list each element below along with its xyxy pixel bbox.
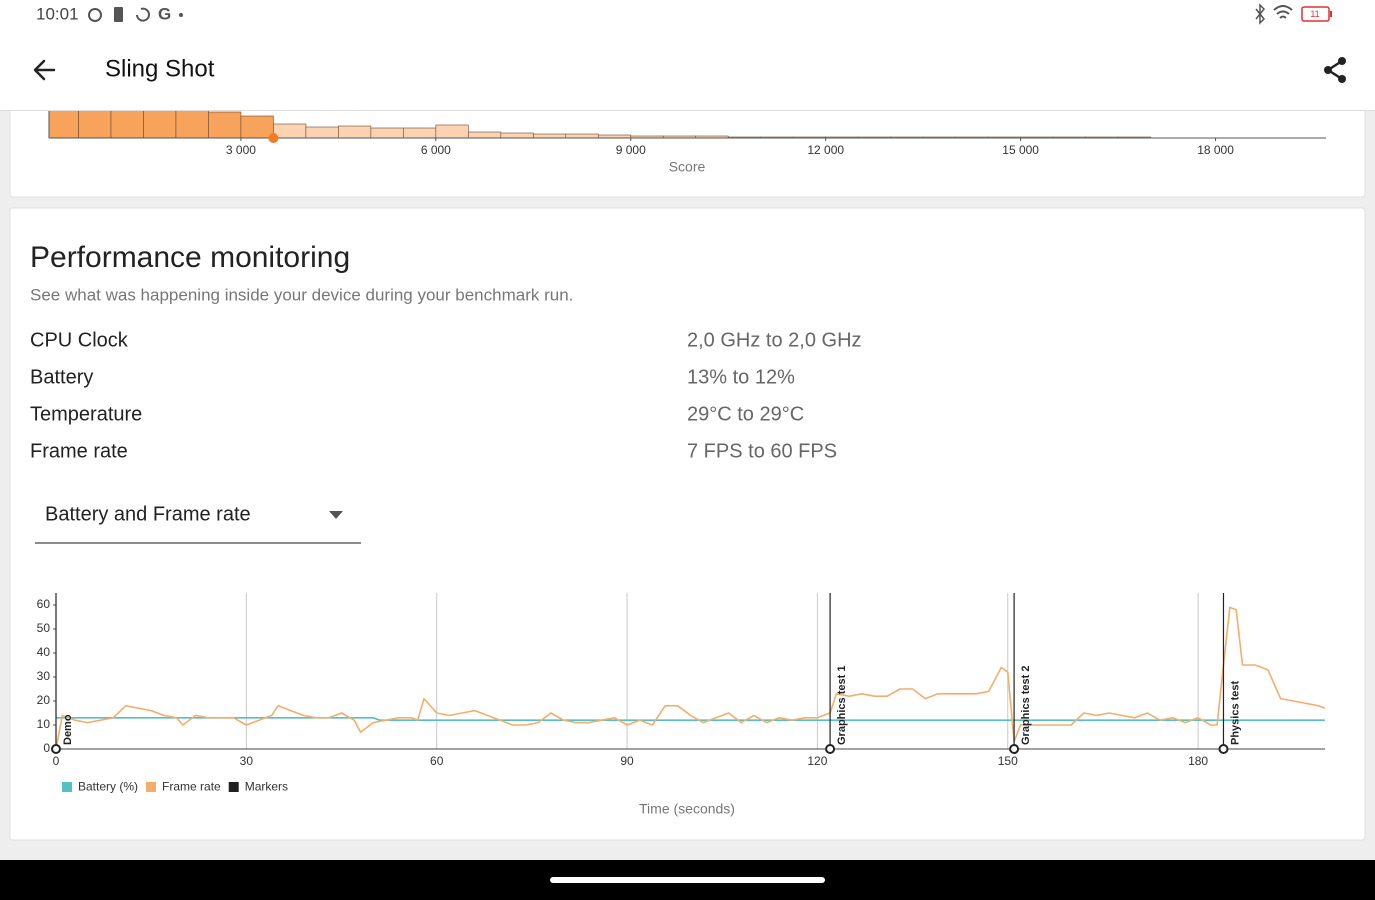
home-indicator[interactable] bbox=[550, 877, 825, 883]
y-tick-label: 0 bbox=[43, 741, 50, 755]
legend-label: Battery (%) bbox=[78, 780, 138, 794]
histogram-bar bbox=[370, 127, 404, 139]
histogram-bar bbox=[403, 127, 437, 139]
performance-chart: 0 30 60 90 120 150 180 0 10 20 30 40 50 60 Demo Graphic… bbox=[37, 593, 1326, 817]
x-tick-label: 6 000 bbox=[421, 143, 451, 157]
histogram-bar bbox=[208, 111, 242, 139]
status-icon-settings bbox=[88, 8, 102, 22]
status-icon-battery-saver bbox=[114, 7, 123, 22]
legend-swatch bbox=[146, 782, 157, 792]
app-title: Sling Shot bbox=[105, 55, 215, 82]
x-tick-label: 120 bbox=[807, 754, 827, 768]
stat-label: Frame rate bbox=[30, 440, 128, 462]
app-header bbox=[0, 0, 1375, 110]
status-icon-google: G bbox=[158, 4, 171, 23]
x-tick-label: 3 000 bbox=[226, 143, 256, 157]
x-tick-label: 18 000 bbox=[1197, 143, 1234, 157]
histogram-bar bbox=[500, 132, 534, 139]
y-tick-label: 20 bbox=[37, 693, 51, 707]
stat-value: 29°C to 29°C bbox=[687, 403, 804, 425]
y-tick-label: 40 bbox=[37, 645, 51, 659]
stat-value: 13% to 12% bbox=[687, 366, 795, 388]
legend-swatch bbox=[228, 782, 239, 792]
x-tick-label: 60 bbox=[430, 754, 444, 768]
status-battery-level: 11 bbox=[1310, 9, 1319, 19]
histogram-bar bbox=[175, 107, 209, 139]
status-icon-wifi bbox=[1273, 5, 1293, 19]
x-tick-label: 180 bbox=[1188, 754, 1208, 768]
x-axis-label: Score bbox=[669, 159, 706, 175]
test-marker-point bbox=[825, 744, 836, 754]
stats-table: CPU Clock 2,0 GHz to 2,0 GHz Battery 13% to… bbox=[30, 329, 862, 462]
x-tick-label: 12 000 bbox=[807, 143, 844, 157]
test-marker-label: Graphics test 2 bbox=[1020, 666, 1032, 745]
status-icon-bluetooth bbox=[1255, 3, 1266, 25]
histogram-bar bbox=[338, 125, 372, 139]
x-tick-label: 0 bbox=[53, 754, 60, 768]
share-dot bbox=[1324, 66, 1332, 74]
x-tick-label: 9 000 bbox=[616, 143, 646, 157]
section-title: Performance monitoring bbox=[30, 241, 350, 274]
stat-value: 7 FPS to 60 FPS bbox=[687, 440, 837, 462]
status-time: 10:01 bbox=[36, 4, 79, 23]
legend-label: Frame rate bbox=[162, 780, 221, 794]
x-tick-label: 15 000 bbox=[1002, 143, 1039, 157]
x-tick-label: 90 bbox=[620, 754, 634, 768]
stat-label: Battery bbox=[30, 366, 93, 388]
legend-swatch bbox=[62, 782, 72, 792]
share-dot bbox=[1338, 57, 1346, 65]
score-marker bbox=[268, 133, 279, 143]
y-tick-label: 10 bbox=[37, 717, 51, 731]
y-tick-label: 30 bbox=[37, 669, 51, 683]
test-marker-label: Demo bbox=[62, 714, 74, 745]
dropdown[interactable]: Battery and Frame rate bbox=[35, 503, 361, 544]
performance-card bbox=[9, 207, 1366, 841]
dropdown-value[interactable]: Battery and Frame rate bbox=[45, 503, 251, 525]
stat-label: Temperature bbox=[30, 403, 142, 425]
y-tick-label: 60 bbox=[37, 597, 51, 611]
back-button[interactable] bbox=[33, 59, 56, 81]
y-tick-label: 50 bbox=[37, 621, 51, 635]
test-marker-point bbox=[51, 744, 61, 754]
share-button[interactable] bbox=[1324, 57, 1346, 83]
x-tick-label: 150 bbox=[998, 754, 1018, 768]
histogram-bar bbox=[533, 133, 567, 139]
histogram-bar bbox=[273, 123, 307, 139]
status-battery bbox=[1301, 6, 1330, 22]
test-marker-label: Physics test bbox=[1229, 680, 1241, 745]
histogram-bar bbox=[565, 133, 599, 139]
stat-label: CPU Clock bbox=[30, 329, 129, 351]
histogram-bar bbox=[305, 126, 339, 139]
x-tick-label: 30 bbox=[240, 754, 254, 768]
histogram-bar bbox=[240, 115, 274, 139]
status-icon-sync bbox=[136, 7, 150, 22]
section-subtitle: See what was happening inside your devic… bbox=[30, 285, 573, 304]
stat-value: 2,0 GHz to 2,0 GHz bbox=[687, 329, 862, 351]
test-marker-label: Graphics test 1 bbox=[836, 666, 848, 745]
histogram-bar bbox=[468, 131, 502, 139]
legend-label: Markers bbox=[245, 780, 288, 794]
dropdown-arrow[interactable] bbox=[329, 511, 343, 519]
status-icon-dot bbox=[179, 13, 183, 17]
status-battery-tip bbox=[1330, 11, 1332, 17]
histogram-bar bbox=[435, 124, 469, 139]
share-dot bbox=[1338, 75, 1346, 83]
test-marker-point bbox=[1009, 744, 1020, 754]
series-line bbox=[55, 606, 1326, 750]
x-axis-label: Time (seconds) bbox=[639, 801, 735, 817]
test-marker-point bbox=[1218, 744, 1229, 754]
